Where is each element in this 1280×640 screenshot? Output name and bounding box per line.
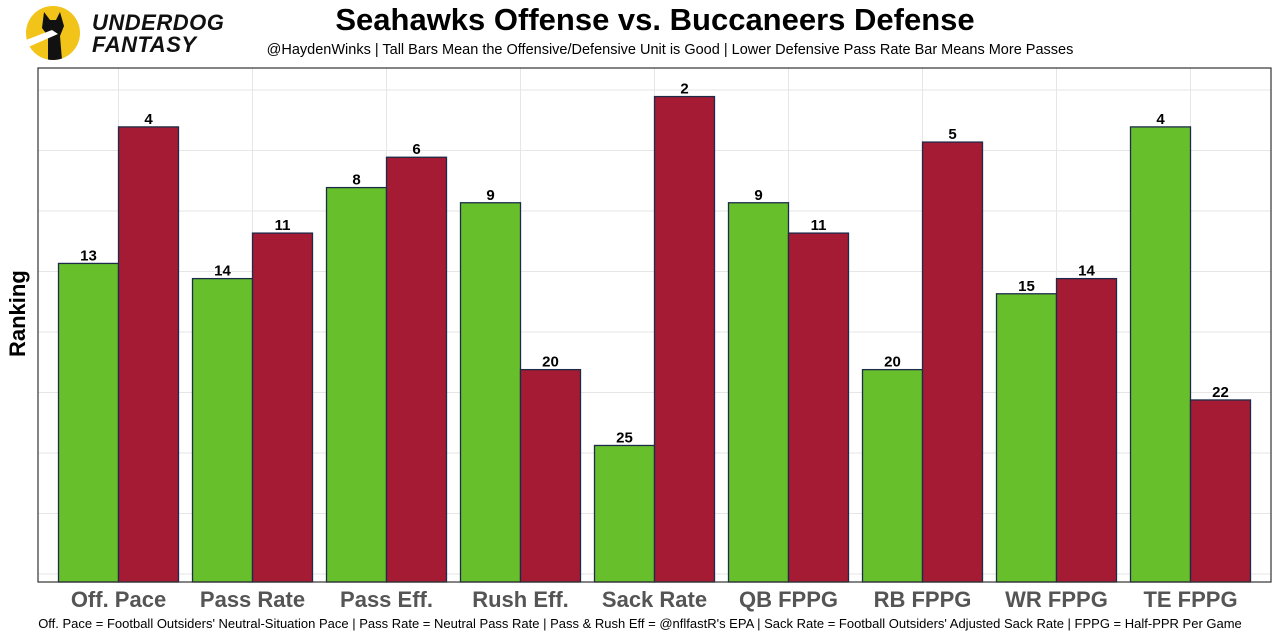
bars-group (57, 95, 1252, 583)
bar-value-label: 2 (680, 81, 688, 98)
chart-subtitle: @HaydenWinks | Tall Bars Mean the Offens… (266, 42, 1074, 58)
bar-value-label: 15 (1018, 278, 1035, 295)
bar-offense (593, 444, 656, 583)
category-label: QB FPPG (739, 587, 838, 612)
bar-defense (251, 232, 314, 583)
category-label: Rush Eff. (472, 587, 569, 612)
bar-value-label: 14 (214, 263, 231, 280)
category-labels: Off. Pace Pass Rate Pass Eff. Rush Eff. Sack… (71, 587, 1238, 612)
underdog-fantasy-logo: UNDERDOG FANTASY (26, 4, 266, 62)
bar-value-label: 20 (884, 354, 901, 371)
bar-value-label: 14 (1078, 263, 1095, 280)
plot-frame (37, 67, 1272, 583)
bar-value-label: 6 (412, 141, 420, 158)
bar-value-label: 4 (1156, 111, 1165, 128)
bar-offense (191, 277, 254, 583)
bar-value-label: 8 (352, 172, 360, 189)
category-label: Pass Rate (200, 587, 305, 612)
bar-value-label: 4 (144, 111, 153, 128)
bar-value-label: 11 (811, 217, 827, 234)
bar-offense (325, 186, 388, 583)
bar-offense (459, 202, 522, 583)
bar-defense (653, 95, 716, 583)
bar-value-label: 5 (948, 126, 956, 143)
bar-value-label: 20 (542, 354, 559, 371)
category-label: RB FPPG (874, 587, 972, 612)
bar-offense (1129, 126, 1192, 583)
bar-value-label: 13 (80, 247, 97, 264)
category-label: WR FPPG (1005, 587, 1108, 612)
category-label: TE FPPG (1143, 587, 1237, 612)
bar-defense (1189, 399, 1252, 583)
bar-value-label: 11 (275, 217, 291, 234)
bar-defense (117, 126, 180, 583)
category-label: Sack Rate (602, 587, 707, 612)
dog-icon (26, 6, 80, 60)
bar-value-label: 9 (754, 187, 762, 204)
chart-footer: Off. Pace = Football Outsiders' Neutral-… (38, 616, 1242, 631)
chart-title: Seahawks Offense vs. Buccaneers Defense (335, 2, 975, 37)
bar-defense (787, 232, 850, 583)
bar-value-label: 22 (1212, 384, 1229, 401)
bar-offense (995, 293, 1058, 583)
category-label: Off. Pace (71, 587, 166, 612)
bar-offense (727, 202, 790, 583)
bar-value-label: 25 (616, 429, 633, 446)
bar-offense (861, 368, 924, 583)
bar-defense (1055, 277, 1118, 583)
bar-value-label: 9 (486, 187, 494, 204)
bar-defense (921, 141, 984, 583)
category-label: Pass Eff. (340, 587, 433, 612)
bar-defense (519, 368, 582, 583)
bar-value-labels: 13 4 14 11 8 6 9 20 25 2 9 11 20 5 15 14 4 22 (80, 81, 1229, 447)
bar-offense (57, 262, 120, 583)
bar-defense (385, 156, 448, 583)
logo-line-1: UNDERDOG (92, 10, 225, 35)
logo-line-2: FANTASY (92, 32, 197, 57)
